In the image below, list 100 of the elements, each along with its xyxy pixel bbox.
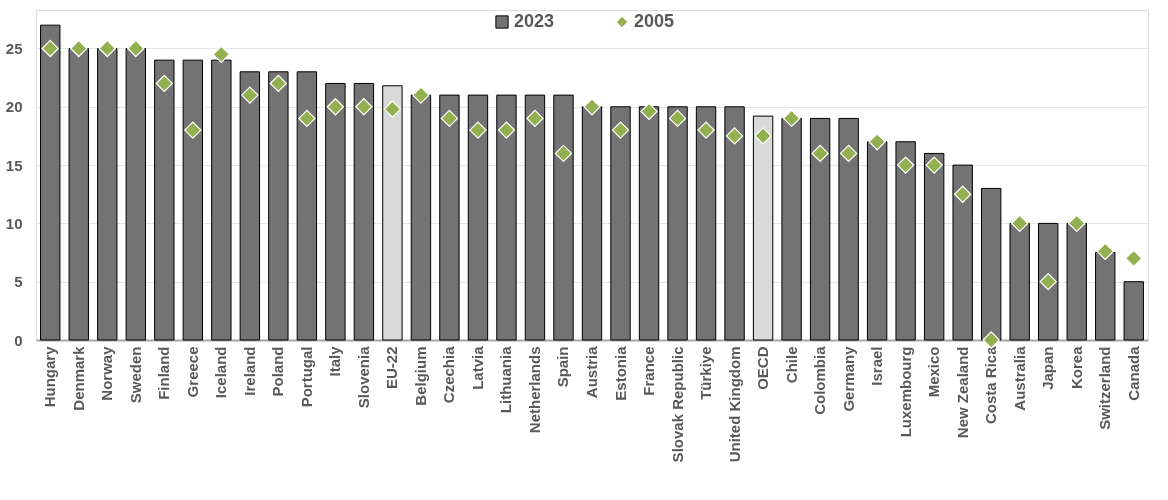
point: [1096, 242, 1114, 261]
point: [583, 98, 601, 116]
x-tick-label: Chile: [782, 346, 800, 384]
bar: [980, 187, 1002, 341]
point: [355, 98, 373, 116]
bar: [325, 82, 346, 341]
x-tick-label: Luxembourg: [896, 346, 914, 438]
bar: [1066, 222, 1087, 341]
legend-label: 2023: [514, 11, 555, 31]
point: [1068, 214, 1086, 233]
point: [127, 39, 145, 58]
x-tick-label: Greece: [183, 346, 201, 398]
point: [925, 156, 943, 174]
bar: [154, 59, 175, 341]
x-tick-label: Japan: [1039, 346, 1057, 390]
bar: [752, 115, 774, 341]
x-tick-label: Poland: [269, 346, 287, 397]
bar: [1123, 281, 1144, 341]
x-tick-label: Austria: [583, 345, 600, 399]
point: [269, 74, 288, 93]
bar: [695, 106, 717, 341]
bar: [1038, 222, 1059, 341]
bar: [296, 71, 318, 341]
point: [98, 39, 116, 58]
bar: [410, 94, 432, 341]
bar: [211, 59, 232, 341]
x-tick-label: Switzerland: [1096, 346, 1114, 430]
bar: [952, 164, 973, 341]
x-tick-label: United Kingdom: [725, 346, 743, 463]
bar: [382, 85, 403, 341]
y-tick-label: 5: [14, 273, 23, 291]
x-tick-label: Korea: [1067, 345, 1085, 390]
point: [782, 109, 801, 128]
x-tick-label: Canada: [1124, 345, 1142, 401]
point: [1039, 273, 1057, 291]
x-tick-label: Ireland: [240, 346, 258, 396]
x-tick-label: Estonia: [611, 345, 629, 401]
bar: [439, 94, 460, 341]
legend-label: 2005: [634, 11, 675, 31]
y-tick-label: 10: [5, 214, 23, 232]
point: [70, 39, 88, 58]
x-tick-label: Slovak Republic: [668, 346, 686, 463]
point: [155, 74, 173, 93]
bar: [524, 94, 546, 341]
bar: [838, 117, 859, 341]
x-tick-label: Colombia: [811, 345, 829, 415]
bar: [1095, 252, 1116, 341]
bar: [724, 106, 745, 341]
x-tick-label: Sweden: [126, 346, 144, 404]
point: [839, 144, 858, 163]
x-tick-label: Hungary: [41, 345, 59, 408]
point: [896, 156, 915, 174]
x-tick-label: Finland: [155, 346, 173, 400]
x-tick-label: Portugal: [297, 346, 315, 408]
point: [868, 133, 886, 151]
point: [184, 121, 202, 139]
x-tick-label: Israel: [868, 346, 886, 386]
bar: [553, 94, 574, 341]
bar: [467, 94, 489, 341]
bar: [923, 152, 945, 341]
bar: [581, 106, 603, 341]
x-tick-label: Norway: [98, 345, 116, 401]
x-tick-label: Slovenia: [354, 345, 372, 409]
y-tick-label: 0: [14, 331, 23, 349]
y-tick-label: 25: [5, 39, 23, 57]
x-tick-label: Belgium: [411, 346, 429, 406]
point: [440, 109, 459, 128]
bar: [125, 47, 146, 341]
bar: [353, 82, 375, 341]
x-tick-label: Lithuania: [497, 345, 515, 414]
point: [697, 121, 715, 139]
bar: [895, 141, 916, 341]
point: [554, 144, 573, 163]
point: [725, 127, 744, 145]
x-tick-label: Costa Rica: [982, 345, 1000, 425]
bar: [638, 106, 660, 341]
x-tick-label: Czechia: [440, 345, 458, 404]
x-tick-label: Denmark: [69, 345, 87, 411]
point: [212, 45, 230, 63]
x-tick-label: Iceland: [212, 346, 230, 399]
x-tick-label: Germany: [839, 345, 857, 412]
x-tick-label: Latvia: [468, 345, 486, 390]
x-tick-label: Türkiye: [697, 346, 715, 400]
x-tick-label: EU-22: [383, 346, 401, 390]
point: [954, 185, 972, 203]
x-tick-label: Australia: [1010, 345, 1028, 411]
point: [1011, 214, 1029, 233]
point: [469, 121, 487, 139]
bar: [781, 117, 802, 341]
bar: [667, 106, 688, 341]
x-tick-label: Italy: [326, 345, 344, 377]
y-tick-label: 15: [5, 156, 23, 174]
bar: [68, 47, 89, 341]
bar: [182, 59, 204, 341]
bar: [239, 71, 261, 341]
point: [241, 86, 259, 104]
bar: [809, 117, 831, 341]
bar: [496, 94, 517, 341]
point: [754, 127, 772, 145]
point: [640, 102, 658, 121]
